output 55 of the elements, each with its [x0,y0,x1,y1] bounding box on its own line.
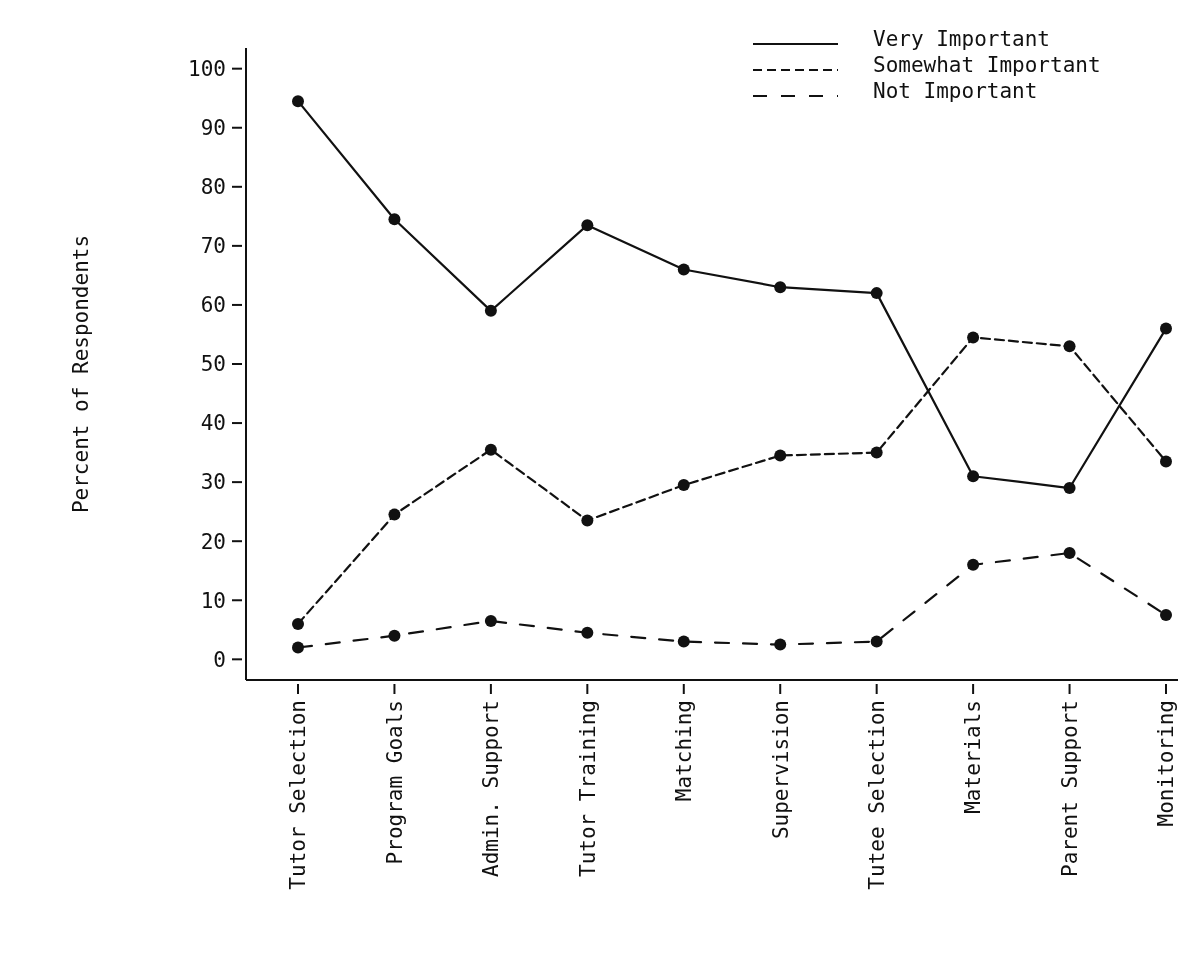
point [484,614,497,627]
point [677,263,690,276]
x-tick-label: Supervision [768,700,793,840]
x-tick-label: Tutor Training [575,700,600,878]
point [967,470,980,483]
point [484,443,497,456]
x-tick-label: Admin. Support [479,700,504,878]
point [1063,340,1076,353]
point [774,281,787,294]
point [1160,455,1172,468]
point [774,449,787,462]
point [967,558,980,571]
point [1160,322,1172,335]
point [1063,482,1076,495]
legend-label: Not Important [873,79,1038,104]
point [1063,547,1076,560]
point [292,617,304,630]
point [870,635,883,648]
y-tick-label: 10 [200,588,226,613]
point [292,95,304,108]
y-tick-label: 50 [200,352,226,377]
x-tick-label: Materials [961,700,986,814]
y-tick-label: 60 [200,293,226,318]
point [870,287,883,300]
y-tick-label: 20 [200,529,226,554]
x-tick-label: Tutee Selection [865,700,890,890]
x-tick-label: Matching [672,700,697,802]
point [870,446,883,459]
point [677,635,690,648]
x-tick-label: Tutor Selection [286,700,311,890]
x-tick-label: Program Goals [382,700,407,865]
legend-label: Very Important [873,27,1051,52]
y-tick-label: 0 [213,647,226,672]
point [967,331,980,344]
y-tick-label: 30 [200,470,226,495]
point [388,629,401,642]
y-axis-title: Percent of Respondents [69,234,93,514]
point [292,641,304,654]
point [484,304,497,317]
x-tick-label: Parent Support [1057,700,1082,878]
legend-label: Somewhat Important [873,53,1101,78]
y-tick-label: 100 [188,57,226,82]
y-tick-label: 70 [200,234,226,259]
point [581,626,594,639]
point [388,508,401,521]
point [388,213,401,226]
point [774,638,787,651]
y-tick-label: 40 [200,411,226,436]
point [677,479,690,492]
y-tick-label: 80 [200,175,226,200]
x-tick-label: Monitoring [1154,700,1179,827]
y-tick-label: 90 [200,116,226,141]
point [581,219,594,232]
point [1160,609,1172,622]
point [581,514,594,527]
